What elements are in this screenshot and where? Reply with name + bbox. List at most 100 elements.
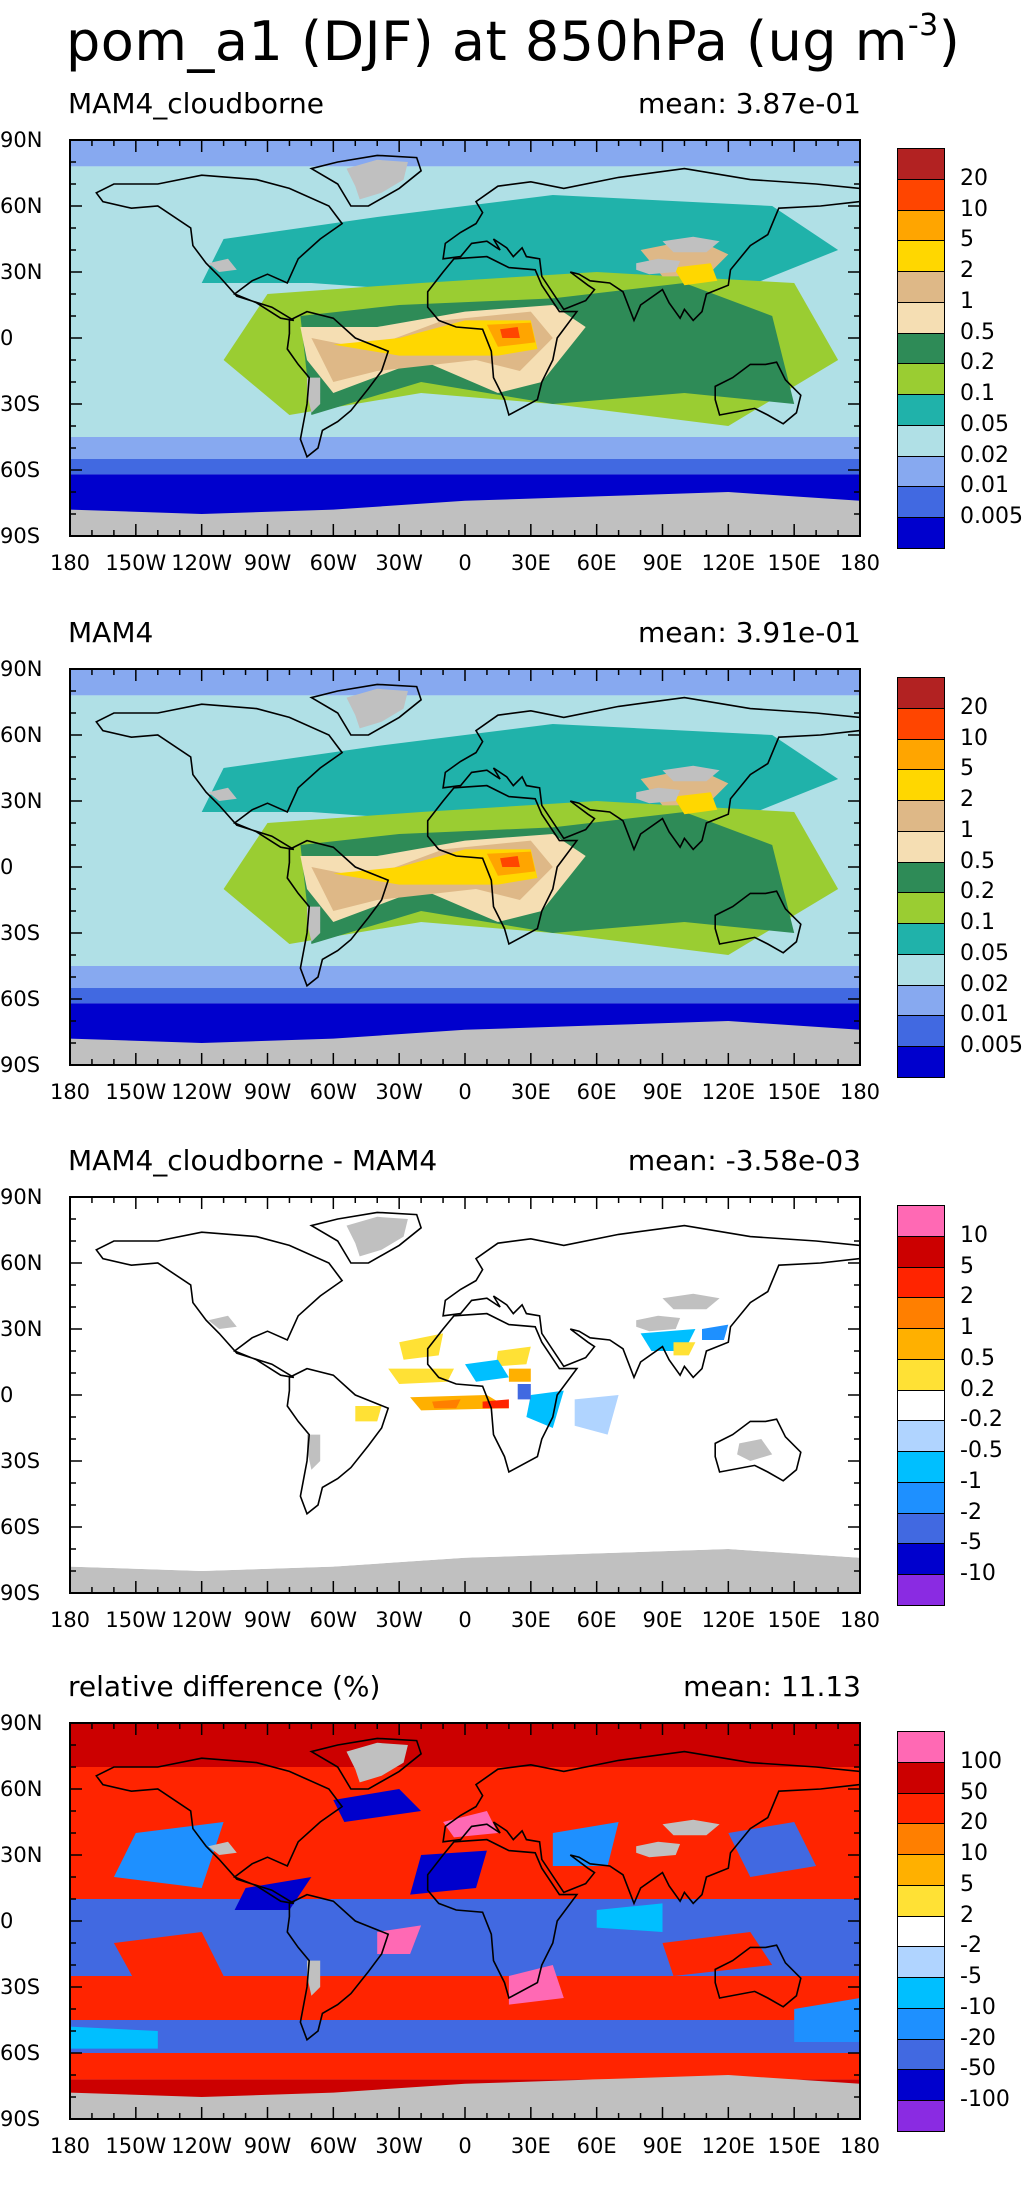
lon-label: 60E (576, 1608, 617, 1632)
lat-label: 60N (0, 723, 43, 747)
field-anomaly (333, 1789, 422, 1822)
map-panel: MAM4_cloudborne mean: 3.87e-01 90N 60N 30N 0 3… (0, 86, 1025, 616)
coastline-africa (426, 255, 579, 417)
legend-swatch (897, 1266, 945, 1299)
coast-band (70, 1538, 860, 1571)
panel-title: MAM4_cloudborne (68, 87, 325, 120)
legend-label: -20 (960, 2025, 996, 2051)
lat-label: 0 (0, 855, 14, 879)
field-anomaly (432, 1399, 461, 1409)
legend-swatch (897, 1235, 945, 1268)
lat-label: 60N (0, 194, 43, 218)
legend-label: 0.005 (960, 1033, 1023, 1059)
panel-mean: mean: 11.13 (683, 1670, 861, 1703)
lon-label: 150E (767, 2134, 821, 2158)
coastline-eurasia (442, 1224, 860, 1380)
legend-swatch (897, 332, 945, 365)
legend-label: 0.5 (960, 1345, 995, 1371)
lon-label: 150W (105, 2134, 167, 2158)
legend-swatch (897, 1574, 945, 1606)
field-anomaly (399, 1333, 444, 1360)
lon-label: 60W (309, 1080, 358, 1104)
legend-swatch (897, 1297, 945, 1330)
coastline-northAmerica (95, 1757, 344, 1905)
lon-label: 180 (49, 1608, 91, 1632)
field-anomaly (574, 1395, 619, 1435)
lon-label: 60W (309, 1608, 358, 1632)
field-plume (333, 320, 538, 356)
missing-data-region (307, 906, 321, 942)
lon-label: 30E (510, 1608, 551, 1632)
lon-label: 150E (767, 551, 821, 575)
lon-label: 30E (510, 1080, 551, 1104)
legend-label: 0.1 (960, 381, 995, 407)
lon-label: 180 (839, 1608, 881, 1632)
legend-swatch (897, 1543, 945, 1576)
panel-mean: mean: -3.58e-03 (627, 1144, 861, 1177)
lat-label: 60N (0, 1777, 43, 1801)
legend-label: 0.5 (960, 848, 995, 874)
field-anomaly (508, 1368, 531, 1382)
map-panel: relative difference (%) mean: 11.13 90N 60N… (0, 1669, 1025, 2199)
field-plume (333, 849, 538, 885)
field-anomaly (465, 1359, 509, 1382)
lon-label: 30E (510, 2134, 551, 2158)
legend-swatch (897, 455, 945, 488)
coastline-northAmerica (95, 1231, 344, 1379)
missing-data-region (636, 1841, 681, 1858)
coastline-greenland (309, 1211, 423, 1264)
legend-swatch (897, 738, 945, 771)
legend-swatch (897, 1761, 945, 1794)
lon-label: 60W (309, 551, 358, 575)
lat-label: 30S (0, 1449, 41, 1473)
coastline-australia (714, 1944, 802, 2008)
map-plot (69, 1196, 861, 1594)
legend-swatch (897, 2007, 945, 2040)
coastline-southAmerica (286, 839, 390, 988)
coastline-australia (714, 1418, 802, 1482)
coastline-northAmerica (95, 703, 344, 851)
legend-swatch (897, 923, 945, 955)
figure-title: pom_a1 (DJF) at 850hPa (ug m-3) (0, 2, 1025, 72)
field-anomaly (113, 1932, 224, 1983)
missing-data-region (307, 377, 321, 413)
legend-colorbar (897, 677, 947, 1078)
legend-swatch (897, 892, 945, 925)
legend-swatch (897, 394, 945, 426)
missing-data-region (662, 1293, 720, 1310)
lon-label: 60E (576, 2134, 617, 2158)
field-anomaly (526, 1390, 564, 1428)
legend-swatch (897, 2038, 945, 2071)
legend-swatch (897, 1046, 945, 1078)
lon-label: 60W (309, 2134, 358, 2158)
legend-swatch (897, 769, 945, 802)
field-anomaly (410, 1850, 487, 1895)
missing-data-region (662, 1819, 720, 1836)
map-plot (69, 668, 861, 1066)
field-zone (70, 459, 860, 475)
lat-label: 90N (0, 1185, 43, 1209)
figure-title-exponent: -3 (907, 8, 939, 43)
coastline-africa (426, 1838, 579, 2000)
lat-label: 90S (0, 1581, 41, 1605)
coastline-southAmerica (286, 1367, 390, 1516)
field-anomaly (70, 2026, 158, 2049)
missing-data-region (307, 1434, 321, 1470)
field-anomaly (495, 1346, 531, 1367)
missing-data-region (346, 688, 408, 729)
missing-data-region (208, 787, 237, 801)
lon-label: 90W (243, 551, 292, 575)
map-plot (69, 139, 861, 537)
legend-swatch (897, 677, 945, 709)
lon-label: 0 (458, 551, 472, 575)
lon-label: 0 (458, 1080, 472, 1104)
lon-label: 60E (576, 1080, 617, 1104)
legend-label: 2 (960, 258, 974, 284)
missing-data-region (662, 236, 720, 253)
legend-colorbar (897, 1731, 947, 2132)
legend-swatch (897, 1915, 945, 1948)
missing-data-region (346, 159, 408, 200)
lon-label: 180 (49, 2134, 91, 2158)
lon-label: 120E (701, 551, 756, 575)
legend-label: -0.2 (960, 1407, 1003, 1433)
